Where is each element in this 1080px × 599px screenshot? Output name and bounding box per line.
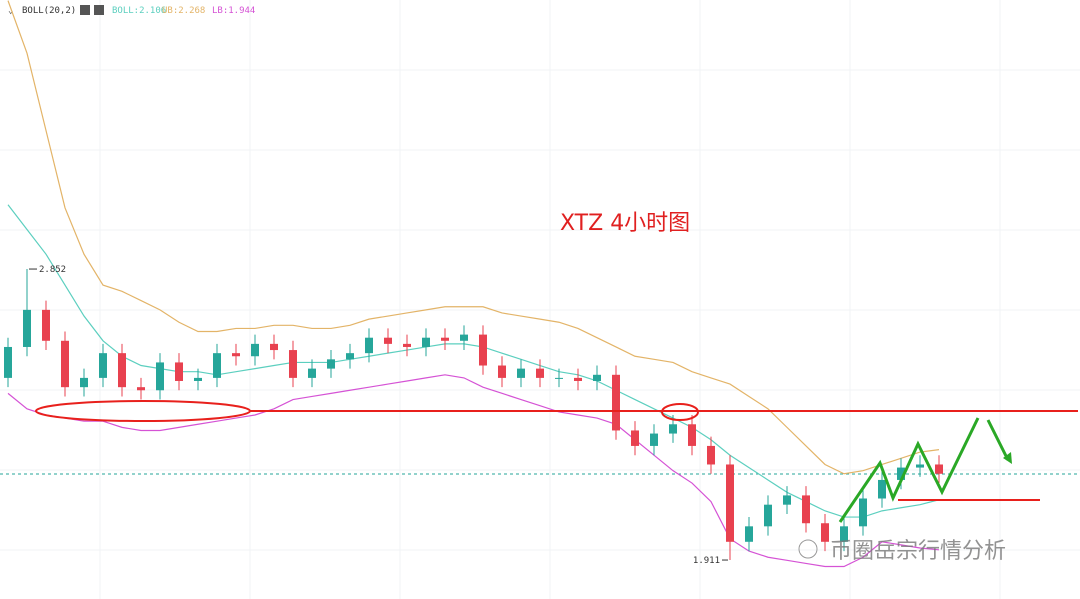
- candle-body: [669, 424, 677, 434]
- candle-body: [821, 523, 829, 542]
- chart-title: XTZ 4小时图: [560, 211, 690, 236]
- candle-body: [365, 337, 373, 354]
- candle-body: [422, 337, 430, 347]
- candle-body: [935, 464, 943, 474]
- candle-body: [745, 526, 753, 542]
- candle-body: [61, 340, 69, 388]
- boll-line: [7, 0, 940, 475]
- candle-body: [878, 479, 886, 499]
- candle-body: [764, 504, 772, 527]
- candle-body: [574, 377, 582, 381]
- drawings: [35, 400, 1078, 523]
- candle-body: [4, 346, 12, 378]
- candle-body: [213, 353, 221, 378]
- indicator-label: BOLL(20,2): [22, 6, 76, 16]
- close-icon[interactable]: [94, 5, 104, 15]
- candle-body: [536, 368, 544, 378]
- candle-body: [118, 353, 126, 388]
- watermark: 币圈岳宗行情分析: [830, 539, 1006, 564]
- candle-body: [802, 495, 810, 524]
- candle-body: [232, 353, 240, 357]
- candle-body: [194, 377, 202, 381]
- candle-body: [650, 433, 658, 446]
- candle-body: [479, 334, 487, 366]
- plot: 2.852 1.911: [4, 0, 943, 568]
- candle-body: [555, 377, 563, 379]
- candle-body: [156, 362, 164, 391]
- candle-body: [137, 387, 145, 391]
- candle-body: [441, 337, 449, 341]
- candle-body: [251, 343, 259, 357]
- legend-entry: LB:1.944: [212, 6, 255, 16]
- candle-body: [612, 374, 620, 431]
- watermark-icon: [798, 539, 818, 559]
- candle-body: [688, 424, 696, 446]
- candle-body: [289, 350, 297, 378]
- candle-body: [517, 368, 525, 378]
- collapse-icon[interactable]: ⌄: [8, 6, 13, 16]
- candle-body: [460, 334, 468, 341]
- candle-body: [783, 495, 791, 505]
- candle-body: [707, 445, 715, 465]
- candle-body: [840, 526, 848, 542]
- candle-body: [916, 464, 924, 468]
- candle-body: [23, 309, 31, 347]
- candle-body: [175, 362, 183, 381]
- high-annotation: 2.852: [39, 265, 66, 275]
- candle-body: [403, 343, 411, 347]
- candle-body: [270, 343, 278, 351]
- legend-entry: UB:2.268: [162, 6, 205, 16]
- candle-body: [897, 467, 905, 480]
- candle-body: [498, 365, 506, 378]
- candle-body: [346, 353, 354, 360]
- candle-body: [384, 337, 392, 344]
- candle-body: [99, 353, 107, 378]
- low-annotation: 1.911: [693, 556, 720, 566]
- candle-body: [42, 309, 50, 341]
- settings-icon[interactable]: [80, 5, 90, 15]
- candle-body: [859, 498, 867, 527]
- candle-body: [593, 374, 601, 381]
- legend-entry: BOLL:2.106: [112, 6, 166, 16]
- candle-body: [631, 430, 639, 446]
- candle-body: [726, 464, 734, 542]
- candle-body: [80, 377, 88, 388]
- candle-body: [327, 359, 335, 369]
- candle-body: [308, 368, 316, 378]
- boll-line: [7, 374, 940, 568]
